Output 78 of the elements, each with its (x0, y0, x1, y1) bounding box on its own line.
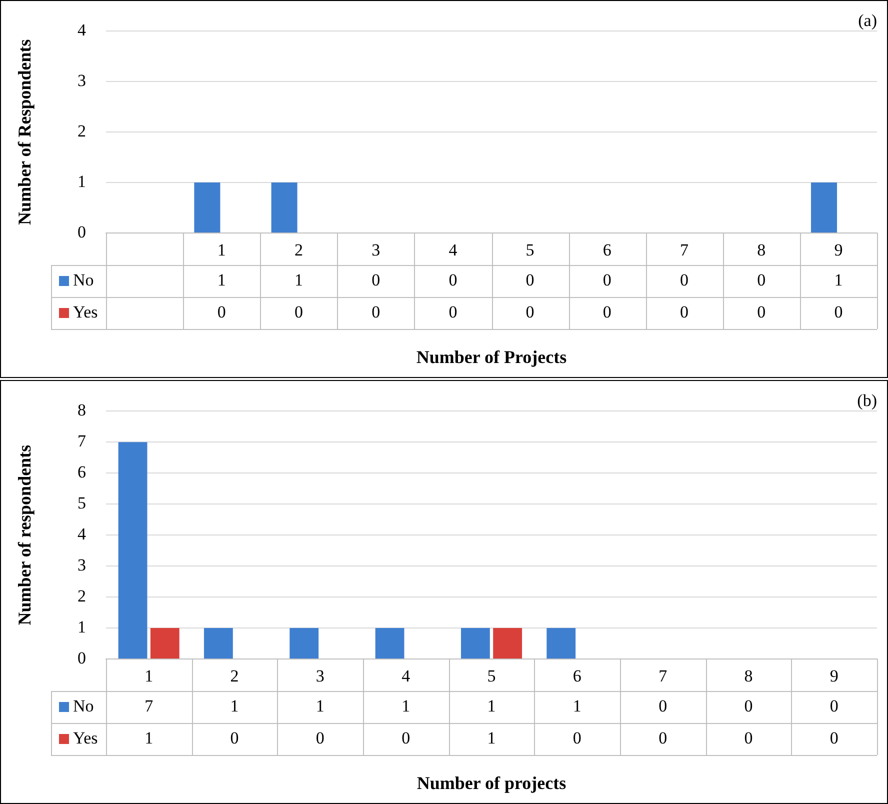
x-tick-label: 7 (680, 240, 689, 260)
x-tick-label: 3 (316, 666, 324, 686)
x-tick-label: 1 (144, 666, 154, 686)
x-tick-label: 8 (744, 666, 753, 686)
y-tick-label: 3 (78, 556, 86, 575)
data-label: 0 (658, 728, 668, 748)
data-label: 1 (834, 270, 843, 290)
y-tick-label: 2 (78, 122, 86, 141)
data-label: 0 (680, 302, 688, 322)
data-label: 1 (294, 270, 303, 290)
y-tick-label: 6 (78, 462, 86, 482)
data-label: 1 (487, 696, 496, 716)
data-label: 0 (680, 270, 688, 290)
x-tick-label: 5 (526, 240, 534, 260)
data-label: 1 (217, 270, 226, 290)
x-tick-label: 9 (830, 666, 838, 686)
x-tick-label: 1 (217, 240, 226, 260)
y-tick-label: 2 (78, 586, 86, 606)
x-tick-label: 6 (602, 240, 612, 260)
y-axis-title: Number of Respondents (14, 39, 34, 225)
data-label: 0 (526, 302, 534, 322)
x-tick-label: 5 (487, 666, 496, 686)
data-label: 0 (448, 302, 458, 322)
x-tick-label: 3 (372, 240, 380, 260)
data-label: 1 (144, 728, 154, 748)
x-tick-label: 4 (448, 240, 458, 260)
y-tick-label: 4 (78, 524, 86, 544)
text: (a) (858, 10, 877, 30)
legend-label: Yes (73, 302, 98, 322)
data-label: 0 (602, 302, 612, 322)
data-label: 0 (526, 270, 534, 290)
data-label: 0 (572, 728, 582, 748)
data-label: 0 (217, 302, 226, 322)
data-label: 1 (316, 696, 324, 716)
x-axis-title: Number of projects (416, 772, 566, 793)
data-label: 0 (744, 728, 753, 748)
y-tick-label: 3 (78, 71, 86, 90)
data-label: 0 (744, 696, 753, 716)
data-label: 0 (830, 728, 838, 748)
data-label: 0 (658, 696, 668, 716)
x-tick-label: 2 (294, 240, 303, 260)
data-label: 0 (372, 302, 380, 322)
y-tick-label: 7 (78, 432, 86, 451)
data-label: 1 (572, 696, 582, 716)
x-tick-label: 6 (572, 666, 582, 686)
data-label: 0 (757, 302, 766, 322)
data-label: 0 (402, 728, 410, 748)
data-label: 0 (448, 270, 458, 290)
data-label: 0 (294, 302, 303, 322)
data-label: 1 (487, 728, 496, 748)
data-label: 0 (372, 270, 380, 290)
data-label: 0 (757, 270, 766, 290)
y-tick-label: 8 (78, 400, 86, 420)
x-tick-label: 8 (757, 240, 766, 260)
data-label: 1 (402, 696, 410, 716)
data-label: 0 (834, 302, 843, 322)
y-tick-label: 5 (78, 494, 86, 513)
y-tick-label: 4 (78, 20, 86, 40)
x-tick-label: 4 (402, 666, 411, 686)
data-label: 7 (144, 696, 154, 716)
y-tick-label: 0 (78, 222, 86, 242)
x-tick-label: 9 (834, 240, 843, 260)
legend-label: No (73, 270, 94, 290)
data-label: 0 (316, 728, 324, 748)
data-label: 0 (602, 270, 612, 290)
legend-label: No (73, 696, 94, 716)
y-tick-label: 1 (78, 617, 86, 636)
data-label: 1 (230, 696, 239, 716)
legend-label: Yes (73, 728, 98, 748)
text: (b) (857, 390, 877, 410)
x-axis-title: Number of Projects (416, 346, 567, 367)
y-tick-label: 1 (78, 172, 86, 192)
x-tick-label: 7 (658, 666, 668, 686)
y-axis-title: Number of respondents (14, 444, 34, 626)
x-tick-label: 2 (230, 666, 239, 686)
data-label: 0 (830, 696, 838, 716)
data-label: 0 (230, 728, 239, 748)
y-tick-label: 0 (78, 648, 86, 668)
